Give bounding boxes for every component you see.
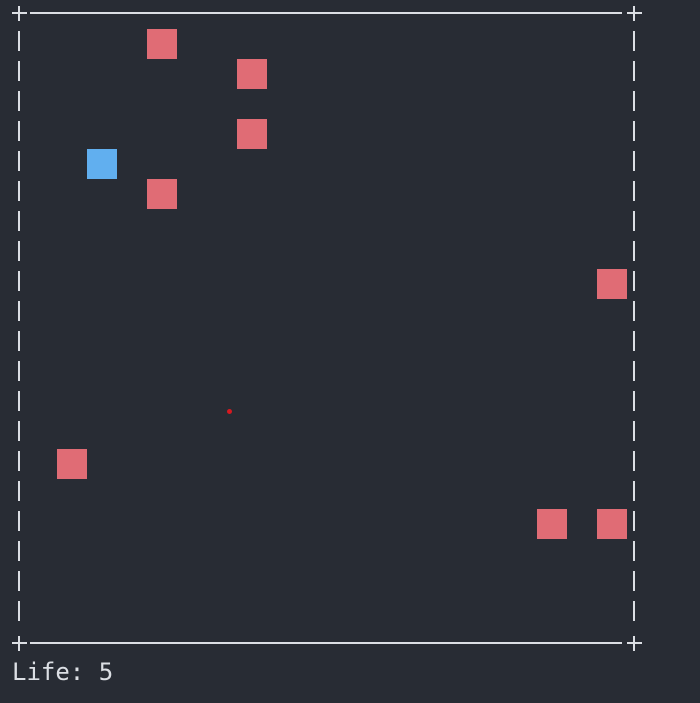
enemy-block — [237, 119, 267, 149]
board-border-right — [633, 31, 635, 626]
board-border-bottom — [30, 642, 622, 644]
board-border-top — [30, 12, 622, 14]
enemy-block — [537, 509, 567, 539]
board-corner-bottom-left — [12, 636, 27, 651]
enemy-block — [57, 449, 87, 479]
enemy-block — [237, 59, 267, 89]
enemy-block — [147, 179, 177, 209]
board-corner-bottom-right — [627, 636, 642, 651]
board-corner-top-left — [12, 6, 27, 21]
enemy-block — [597, 269, 627, 299]
life-counter: Life: 5 — [12, 658, 114, 686]
player-block — [87, 149, 117, 179]
enemy-block — [147, 29, 177, 59]
board-corner-top-right — [627, 6, 642, 21]
target-dot — [227, 409, 232, 414]
enemy-block — [597, 509, 627, 539]
board-border-left — [18, 31, 20, 626]
